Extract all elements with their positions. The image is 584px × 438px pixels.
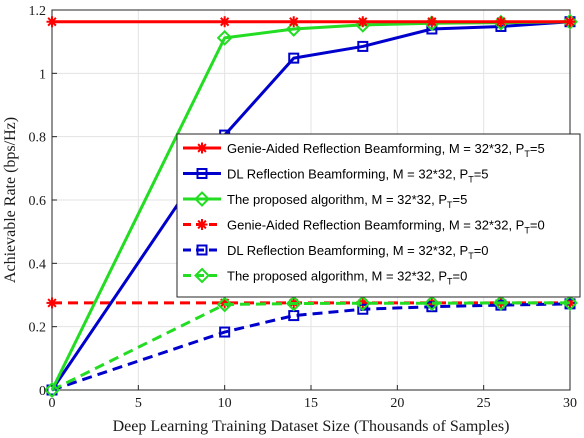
data-point xyxy=(46,384,58,396)
data-point xyxy=(285,21,302,37)
data-point xyxy=(426,16,438,28)
data-point xyxy=(219,326,231,338)
data-point xyxy=(219,16,231,28)
x-tick-label: 30 xyxy=(563,396,577,411)
legend-label: The proposed algorithm, M = 32*32, PT=0 xyxy=(227,269,467,287)
data-point xyxy=(46,16,58,28)
legend-entry: Genie-Aided Reflection Beamforming, M = … xyxy=(183,141,545,159)
data-point xyxy=(44,382,60,398)
legend-marker xyxy=(196,219,208,230)
data-point xyxy=(46,297,58,309)
y-axis-label: Achievable Rate (bps/Hz) xyxy=(2,117,19,283)
data-point xyxy=(562,295,578,311)
legend-label: Genie-Aided Reflection Beamforming, M = … xyxy=(227,141,545,159)
x-tick-label: 10 xyxy=(218,396,232,411)
data-point xyxy=(288,16,300,28)
series-layer xyxy=(44,13,578,398)
series-line xyxy=(51,301,570,392)
y-tick-label: 0.8 xyxy=(29,131,47,146)
data-point xyxy=(423,295,440,312)
legend-entry: The proposed algorithm, M = 32*32, PT=0 xyxy=(183,267,467,287)
y-tick-label: 0.4 xyxy=(29,257,47,272)
x-tick-label: 25 xyxy=(477,396,491,411)
legend-marker xyxy=(196,168,208,179)
legend-label: DL Reflection Beamforming, M = 32*32, PT… xyxy=(227,243,489,261)
data-point xyxy=(216,29,233,46)
legend-label: DL Reflection Beamforming, M = 32*32, PT… xyxy=(227,167,489,185)
y-tick-label: 1 xyxy=(39,67,46,82)
x-tick-label: 20 xyxy=(390,396,404,411)
legend-entry: Genie-Aided Reflection Beamforming, M = … xyxy=(183,218,545,236)
data-point xyxy=(357,40,369,52)
legend-label: Genie-Aided Reflection Beamforming, M = … xyxy=(227,218,545,236)
y-tick-label: 0.2 xyxy=(29,321,47,336)
tick-labels: 0 5 10 15 20 25 30 0 0.2 0.4 0.6 0.8 1 1.2 xyxy=(29,4,578,411)
legend-marker xyxy=(196,142,208,154)
y-tick-label: 1.2 xyxy=(29,4,47,19)
legend-marker xyxy=(194,267,210,284)
x-tick-label: 15 xyxy=(304,396,318,411)
legend-box xyxy=(176,133,581,298)
data-point xyxy=(562,13,578,30)
legend-marker xyxy=(194,191,210,207)
y-tick-label: 0.6 xyxy=(29,194,47,209)
x-tick-label: 5 xyxy=(135,396,142,411)
legend-label: The proposed algorithm, M = 32*32, PT=5 xyxy=(227,192,467,210)
data-point xyxy=(495,16,507,28)
data-point xyxy=(493,295,509,311)
x-tick-label: 0 xyxy=(49,396,56,411)
data-point xyxy=(564,16,576,28)
data-point xyxy=(216,296,233,313)
data-point xyxy=(426,301,438,313)
data-point xyxy=(357,303,369,315)
y-tick-label: 0 xyxy=(39,384,46,399)
data-point xyxy=(288,52,300,64)
data-point xyxy=(354,295,371,312)
legend: Genie-Aided Reflection Beamforming, M = … xyxy=(176,133,581,298)
x-axis-label: Deep Learning Training Dataset Size (Tho… xyxy=(113,418,510,435)
legend-entry: The proposed algorithm, M = 32*32, PT=5 xyxy=(183,191,467,210)
legend-entry: DL Reflection Beamforming, M = 32*32, PT… xyxy=(183,243,489,261)
data-point xyxy=(285,295,302,312)
data-point xyxy=(357,16,369,28)
legend-marker xyxy=(196,244,208,256)
legend-entry: DL Reflection Beamforming, M = 32*32, PT… xyxy=(183,167,489,185)
